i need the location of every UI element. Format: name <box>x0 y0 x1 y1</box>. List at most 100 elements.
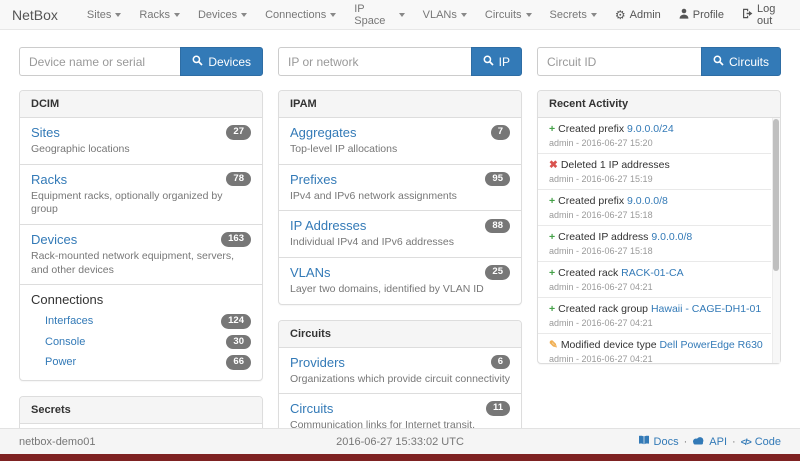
chevron-down-icon <box>241 12 248 17</box>
api-link[interactable]: API <box>692 436 727 448</box>
activity-meta: admin - 2016-06-27 15:18 <box>549 210 653 220</box>
list-item: Interfaces 124 <box>31 311 251 331</box>
count-badge: 7 <box>490 125 510 140</box>
activity-link[interactable]: Dell PowerEdge R630 <box>659 339 763 351</box>
activity-meta: admin - 2016-06-27 04:21 <box>549 354 653 363</box>
bottom-red-bar <box>0 454 800 461</box>
code-link[interactable]: </> Code <box>741 436 781 448</box>
search-icon <box>713 55 724 69</box>
search-icon <box>192 55 203 69</box>
ip-search-group: IP <box>278 47 522 76</box>
pencil-icon: ✎ <box>549 339 558 351</box>
ip-search-input[interactable] <box>278 47 471 76</box>
code-label: Code <box>754 435 781 448</box>
providers-link[interactable]: Providers <box>290 354 345 370</box>
activity-item: + Created rack RACK-01-CA admin - 2016-06… <box>538 262 771 298</box>
racks-link[interactable]: Racks <box>31 171 68 187</box>
chevron-down-icon <box>398 12 405 17</box>
list-item: Power 66 <box>31 352 251 372</box>
count-badge: 6 <box>490 354 510 370</box>
nav-sites[interactable]: Sites <box>78 0 130 30</box>
top-navbar: NetBox Sites Racks Devices Connections I… <box>0 0 800 30</box>
vlans-link[interactable]: VLANs <box>290 264 331 280</box>
search-icon <box>483 55 494 69</box>
prefixes-link[interactable]: Prefixes <box>290 171 337 187</box>
nav-label: Sites <box>86 8 112 21</box>
device-search-group: Devices <box>19 47 263 76</box>
count-badge: 124 <box>221 314 251 329</box>
device-search-button[interactable]: Devices <box>180 47 263 76</box>
nav-circuits[interactable]: Circuits <box>476 0 541 30</box>
circuit-search-input[interactable] <box>537 47 701 76</box>
count-badge: 88 <box>485 218 510 233</box>
list-item: Circuits 11 Communication links for Inter… <box>279 394 521 428</box>
activity-text: Created rack <box>558 267 619 279</box>
panel-title: Secrets <box>20 396 262 424</box>
activity-link[interactable]: RACK-01-CA <box>621 267 684 279</box>
nav-ip-space[interactable]: IP Space <box>345 0 413 30</box>
interfaces-link[interactable]: Interfaces <box>45 315 94 328</box>
circuits-link[interactable]: Circuits <box>290 401 334 417</box>
item-description: Rack-mounted network equipment, servers,… <box>31 249 235 276</box>
devices-link[interactable]: Devices <box>31 231 78 247</box>
power-link[interactable]: Power <box>45 356 77 369</box>
activity-link[interactable]: 9.0.0.0/8 <box>627 195 668 207</box>
admin-link[interactable]: ⚙ Admin <box>606 0 670 30</box>
console-link[interactable]: Console <box>45 335 86 348</box>
hostname-label: netbox-demo01 <box>19 435 96 448</box>
activity-link[interactable]: 9.0.0.0/8 <box>651 231 693 243</box>
chevron-down-icon <box>173 12 180 17</box>
brand-logo[interactable]: NetBox <box>12 6 58 23</box>
count-badge: 78 <box>226 171 251 187</box>
list-item: Aggregates 7 Top-level IP allocations <box>279 118 521 165</box>
recent-activity-panel: Recent Activity + Created prefix 9.0.0.0/… <box>537 90 781 364</box>
ip-search-button[interactable]: IP <box>470 47 522 76</box>
code-icon: </> <box>740 436 752 447</box>
activity-text: Created rack group <box>558 303 649 315</box>
search-row: Devices IP Circuits <box>19 47 781 76</box>
chevron-down-icon <box>115 12 122 17</box>
api-label: API <box>709 435 728 448</box>
nav-connections[interactable]: Connections <box>256 0 345 30</box>
footer-links: Docs · API · </> Code <box>638 435 781 448</box>
activity-scrollbar-track[interactable] <box>772 118 780 363</box>
secrets-panel: Secrets Secrets0 Sensitive data (such as… <box>19 395 263 428</box>
search-button-label: Devices <box>208 54 251 69</box>
nav-secrets[interactable]: Secrets <box>541 0 606 30</box>
aggregates-link[interactable]: Aggregates <box>290 125 357 140</box>
activity-meta: admin - 2016-06-27 04:21 <box>549 282 653 292</box>
gear-icon: ⚙ <box>614 7 626 22</box>
activity-link[interactable]: 9.0.0.0/24 <box>627 123 674 135</box>
admin-label: Admin <box>629 8 661 21</box>
ip-addresses-link[interactable]: IP Addresses <box>290 218 367 234</box>
cloud-icon <box>692 436 705 448</box>
list-item: Providers 6 Organizations which provide c… <box>279 348 521 395</box>
plus-icon: + <box>549 267 556 279</box>
nav-vlans[interactable]: VLANs <box>414 0 476 30</box>
activity-text: Modified device type <box>560 339 657 351</box>
circuit-search-button[interactable]: Circuits <box>700 47 781 76</box>
profile-link[interactable]: Profile <box>670 0 733 30</box>
item-description: Communication links for Internet transit… <box>290 419 475 428</box>
count-badge: 30 <box>226 334 251 350</box>
count-badge: 27 <box>226 125 251 140</box>
column-ipam: IPAM Aggregates 7 Top-level IP allocation… <box>278 90 522 428</box>
activity-item: ✖ Deleted 1 IP addresses admin - 2016-06-… <box>538 154 771 190</box>
nav-label: Secrets <box>549 8 587 21</box>
item-description: IPv4 and IPv6 network assignments <box>290 189 457 202</box>
activity-meta: admin - 2016-06-27 15:19 <box>549 174 653 184</box>
nav-racks[interactable]: Racks <box>130 0 189 30</box>
activity-scrollbar-thumb[interactable] <box>773 119 779 271</box>
device-search-input[interactable] <box>19 47 181 76</box>
activity-text: Created prefix <box>558 123 625 135</box>
nav-devices[interactable]: Devices <box>189 0 256 30</box>
sites-link[interactable]: Sites <box>31 125 60 140</box>
item-description: Individual IPv4 and IPv6 addresses <box>290 236 455 249</box>
ipam-panel: IPAM Aggregates 7 Top-level IP allocation… <box>278 90 522 305</box>
separator: · <box>683 435 688 448</box>
activity-link[interactable]: Hawaii - CAGE-DH1-01 <box>650 303 762 315</box>
panel-title: Circuits <box>279 320 521 348</box>
docs-link[interactable]: Docs <box>638 435 679 448</box>
separator: · <box>732 435 736 448</box>
logout-link[interactable]: Log out <box>733 0 788 30</box>
